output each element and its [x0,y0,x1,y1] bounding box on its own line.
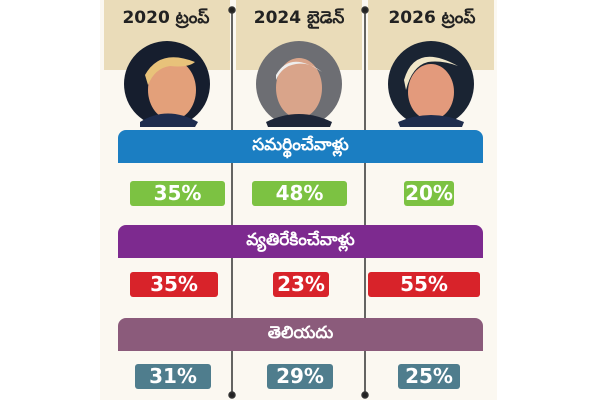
value-badge: 29% [267,364,333,389]
value-badge: 48% [252,181,347,206]
value-badge: 23% [273,272,329,297]
portrait [124,41,210,127]
column-title: 2020 ట్రంప్ [122,8,210,28]
value-badge: 20% [404,181,454,206]
value-badge: 35% [130,272,218,297]
value-badge: 31% [135,364,211,389]
section-label: వ్యతిరేకించేవాళ్లు [118,225,483,258]
value-badge: 25% [398,364,460,389]
section-label: తెలియదు [118,318,483,351]
value-badge: 55% [368,272,480,297]
portrait [256,41,342,127]
value-badge: 35% [130,181,225,206]
decor [124,6,474,399]
section-label: సమర్థించేవాళ్లు [118,130,483,163]
infographic: 2020 ట్రంప్ 2024 బైడెన్ 2026 ట్రంప్ సమర్… [100,0,497,400]
column-title: 2026 ట్రంప్ [388,8,476,28]
column-title: 2024 బైడెన్ [253,8,345,28]
portrait [388,41,474,127]
